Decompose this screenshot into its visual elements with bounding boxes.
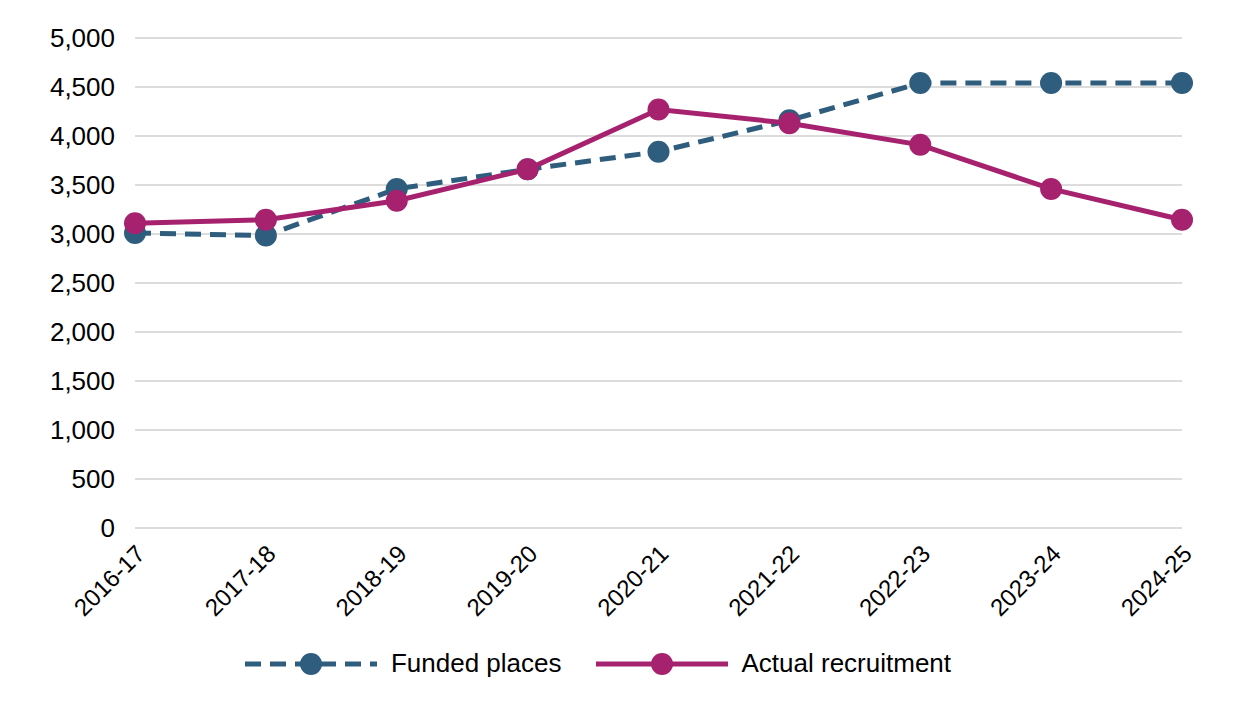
svg-text:1,500: 1,500 bbox=[50, 366, 115, 396]
svg-text:500: 500 bbox=[72, 464, 115, 494]
svg-text:3,000: 3,000 bbox=[50, 219, 115, 249]
svg-text:2,500: 2,500 bbox=[50, 268, 115, 298]
svg-text:2018-19: 2018-19 bbox=[330, 540, 411, 621]
svg-text:2021-22: 2021-22 bbox=[723, 540, 804, 621]
html-text:Funded places: Funded places bbox=[391, 648, 562, 678]
svg-text:5,000: 5,000 bbox=[50, 23, 115, 53]
svg-text:2017-18: 2017-18 bbox=[199, 540, 280, 621]
svg-text:2023-24: 2023-24 bbox=[985, 540, 1066, 621]
svg-text:2016-17: 2016-17 bbox=[68, 540, 149, 621]
svg-text:0: 0 bbox=[101, 513, 115, 543]
svg-text:2024-25: 2024-25 bbox=[1115, 540, 1196, 621]
svg-text:4,500: 4,500 bbox=[50, 72, 115, 102]
svg-text:4,000: 4,000 bbox=[50, 121, 115, 151]
svg-text:2,000: 2,000 bbox=[50, 317, 115, 347]
svg-text:2020-21: 2020-21 bbox=[592, 540, 673, 621]
svg-text:3,500: 3,500 bbox=[50, 170, 115, 200]
svg-text:2019-20: 2019-20 bbox=[461, 540, 542, 621]
svg-text:2022-23: 2022-23 bbox=[854, 540, 935, 621]
html-text:Actual recruitment: Actual recruitment bbox=[741, 648, 951, 678]
svg-text:1,000: 1,000 bbox=[50, 415, 115, 445]
